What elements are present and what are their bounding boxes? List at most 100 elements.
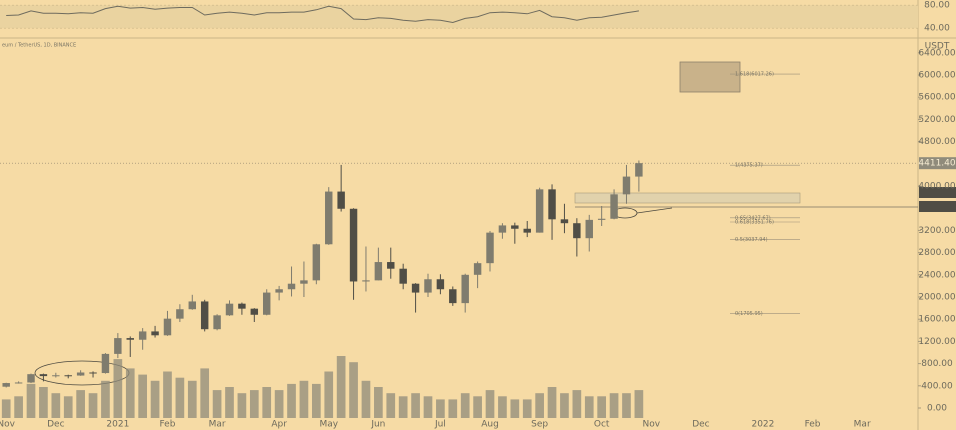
volume-bar (498, 396, 507, 418)
y-tick-label: 6400.00 (918, 48, 955, 58)
volume-bar (150, 380, 160, 418)
volume-bar (51, 393, 61, 418)
candle-body (287, 283, 296, 290)
y-tick-label: 2400.00 (918, 270, 955, 280)
x-tick-label: Mar (854, 420, 871, 430)
x-tick-label: Mar (209, 420, 226, 430)
candle-body (585, 219, 593, 239)
volume-bar (200, 368, 210, 418)
x-tick-label: 2022 (751, 420, 774, 430)
candle-body (560, 219, 569, 224)
volume-bar (336, 356, 346, 418)
volume-bar (423, 396, 433, 418)
volume-bar (249, 390, 259, 418)
volume-bar (113, 359, 123, 418)
candle-body (89, 372, 97, 374)
volume-bar (237, 393, 247, 418)
volume-bar (163, 371, 172, 418)
y-tick-label: 2000.00 (918, 293, 955, 303)
volume-bar (349, 362, 358, 418)
x-tick-label: 2021 (106, 420, 129, 430)
candle-body (76, 372, 85, 376)
candle-body (27, 374, 35, 383)
candle-body (424, 279, 432, 293)
x-tick-label: Jul (434, 420, 446, 430)
x-tick-label: Dec (692, 420, 709, 430)
candle-body (138, 331, 147, 340)
candle-body (163, 318, 172, 336)
y-tick-label: 4000.00 (918, 182, 955, 192)
candle-body (548, 189, 556, 220)
candle-body (39, 374, 48, 377)
last-price-box (919, 157, 956, 170)
volume-bar (324, 371, 334, 418)
candle-body (573, 223, 581, 239)
volume-bar (535, 393, 544, 418)
rsi-band (0, 5, 918, 29)
candle-body (387, 262, 395, 269)
y-tick-label: 4800.00 (918, 137, 955, 147)
candle-body (300, 280, 308, 284)
volume-bar (1, 399, 11, 418)
x-tick-label: Aug (481, 420, 499, 430)
volume-bar (125, 368, 135, 418)
volume-bar (634, 390, 644, 418)
volume-bar (460, 393, 470, 418)
volume-bar (311, 383, 321, 418)
candle-body (486, 232, 494, 264)
volume-bar (609, 393, 619, 418)
candle-body (635, 163, 643, 177)
volume-bar (212, 390, 222, 418)
candle-body (411, 283, 420, 293)
volume-bar (448, 399, 458, 418)
volume-bar (175, 377, 185, 418)
volume-bar (274, 390, 284, 418)
x-tick-label: Apr (271, 420, 287, 430)
candle-body (64, 375, 72, 377)
volume-bar (262, 387, 272, 418)
candle-body (114, 338, 122, 354)
volume-bar (411, 393, 420, 418)
y-tick-label: 0.00 (927, 404, 947, 414)
volume-bar (473, 396, 482, 418)
candle-body (349, 208, 358, 282)
y-tick-label: 800.00 (921, 359, 953, 369)
candle-body (449, 289, 457, 304)
rsi-tick-label: 40.00 (924, 24, 950, 34)
volume-bar (76, 390, 85, 418)
candle-body (213, 315, 221, 330)
candle-body (399, 268, 407, 284)
y-tick-label: 1200.00 (918, 337, 955, 347)
volume-bar (299, 380, 309, 418)
candle-body (238, 303, 246, 309)
candle-body (325, 191, 333, 245)
support-zone (574, 192, 801, 204)
candle-body (461, 274, 469, 304)
candle-body (250, 308, 259, 315)
x-tick-label: Feb (805, 420, 821, 430)
x-tick-label: Jun (370, 420, 385, 430)
volume-bar (398, 396, 408, 418)
y-tick-label: 5600.00 (918, 93, 955, 103)
fib-label: 0(1705.95) (735, 311, 763, 317)
volume-bar (138, 374, 148, 418)
rsi-tick-label: 80.00 (924, 1, 950, 11)
x-tick-label: Dec (47, 420, 64, 430)
y-tick-label: 6000.00 (918, 71, 955, 81)
candle-body (262, 292, 271, 315)
x-tick-label: Sep (531, 420, 548, 430)
volume-bar (622, 393, 631, 418)
candle-body (200, 301, 209, 330)
volume-bar (287, 383, 296, 418)
candle-body (176, 309, 184, 319)
volume-bar (522, 399, 532, 418)
candle-body (610, 194, 618, 219)
candle-body (188, 301, 197, 310)
volume-bar (510, 399, 520, 418)
x-tick-label: Oct (594, 420, 610, 430)
volume-bar (374, 387, 383, 418)
candle-body (498, 225, 507, 233)
